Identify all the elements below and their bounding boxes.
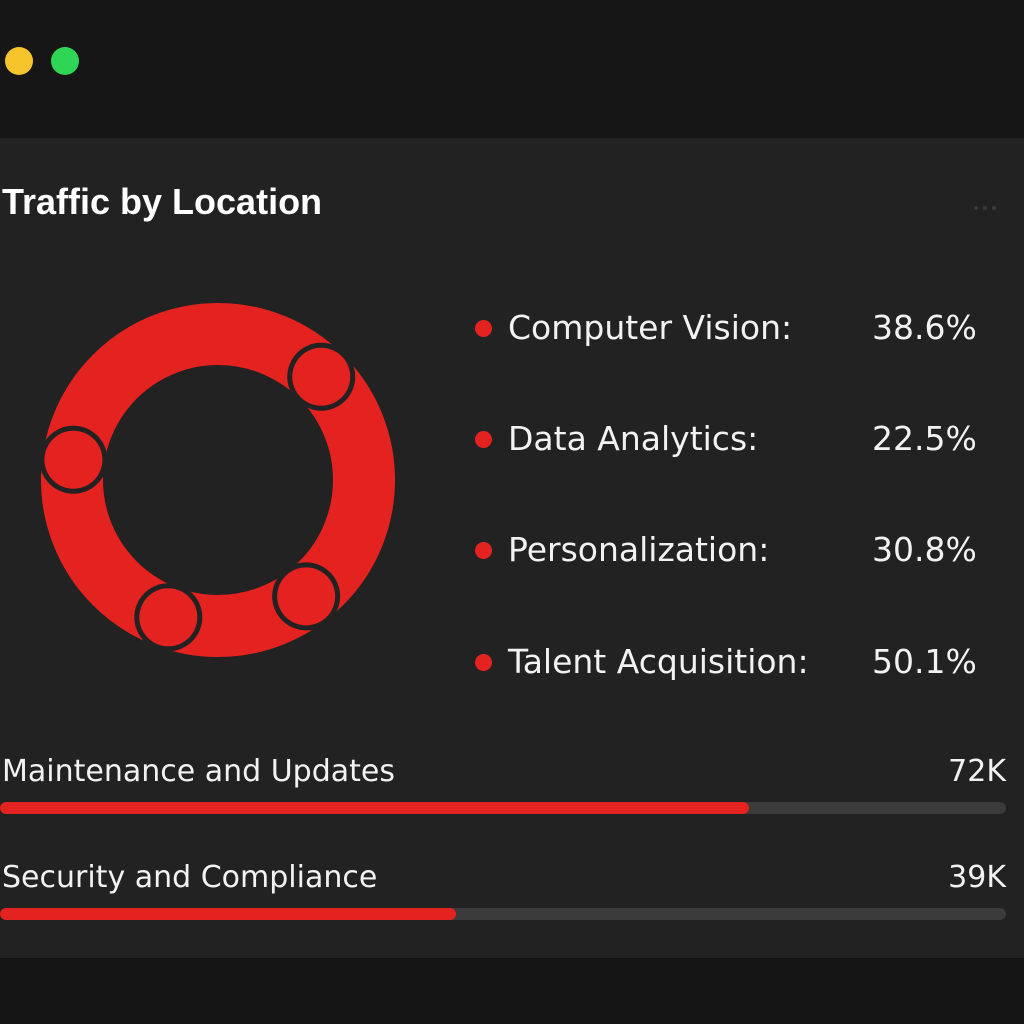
metric-security-and-compliance: Security and Compliance 39K	[0, 858, 1010, 958]
legend-label: Data Analytics:	[508, 419, 759, 458]
window-titlebar	[0, 0, 1024, 138]
metric-label: Maintenance and Updates	[2, 754, 395, 789]
minimize-window-button[interactable]	[5, 47, 33, 75]
traffic-by-location-card: Traffic by Location Computer Vision: 38.…	[0, 138, 1024, 958]
donut-segment-1	[292, 347, 351, 406]
more-horizontal-icon-dot	[992, 206, 996, 210]
legend-value: 38.6%	[872, 308, 977, 347]
donut-segment-4	[44, 430, 103, 489]
legend-label: Talent Acquisition:	[508, 642, 809, 681]
legend-label: Computer Vision:	[508, 308, 793, 347]
metric-value: 72K	[948, 754, 1006, 789]
progress-track	[0, 802, 1006, 814]
progress-track	[0, 908, 1006, 920]
legend-bullet-icon	[475, 542, 492, 559]
legend-value: 30.8%	[872, 530, 977, 569]
donut-segment-3	[139, 588, 198, 647]
donut-chart	[39, 303, 395, 657]
legend-item-talent-acquisition: Talent Acquisition: 50.1%	[470, 640, 1010, 684]
legend-value: 22.5%	[872, 419, 977, 458]
card-title: Traffic by Location	[2, 181, 323, 222]
legend-bullet-icon	[475, 654, 492, 671]
donut-segment-2	[277, 567, 336, 626]
more-horizontal-icon	[974, 206, 978, 210]
legend-bullet-icon	[475, 431, 492, 448]
metric-label: Security and Compliance	[2, 860, 378, 895]
legend-bullet-icon	[475, 320, 492, 337]
metric-value: 39K	[948, 860, 1006, 895]
maximize-window-button[interactable]	[51, 47, 79, 75]
bottom-bar	[0, 958, 1024, 1024]
legend-item-data-analytics: Data Analytics: 22.5%	[470, 417, 1010, 461]
legend-item-personalization: Personalization: 30.8%	[470, 528, 1010, 572]
legend-item-computer-vision: Computer Vision: 38.6%	[470, 306, 1010, 350]
progress-fill	[0, 802, 750, 814]
more-options-button[interactable]	[962, 194, 1008, 222]
metric-maintenance-and-updates: Maintenance and Updates 72K	[0, 752, 1010, 852]
more-horizontal-icon-dot	[983, 206, 987, 210]
progress-fill	[0, 908, 456, 920]
legend-value: 50.1%	[872, 642, 977, 681]
legend-label: Personalization:	[508, 530, 770, 569]
